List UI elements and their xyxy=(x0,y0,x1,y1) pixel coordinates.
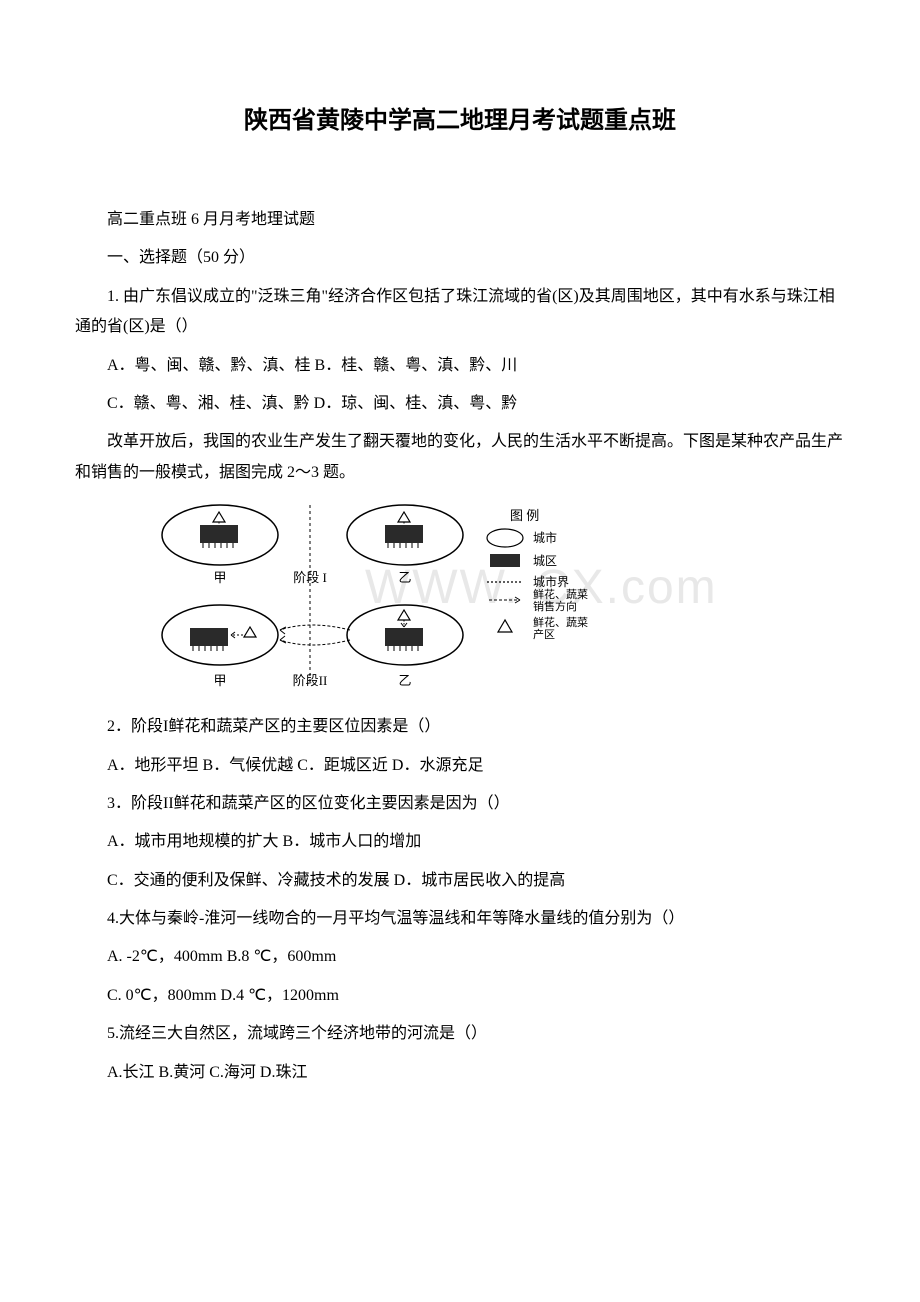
question-5-options: A.长江 B.黄河 C.海河 D.珠江 xyxy=(75,1058,845,1088)
question-2: 2．阶段I鲜花和蔬菜产区的主要区位因素是（） xyxy=(75,712,845,742)
question-3-options-ab: A．城市用地规模的扩大 B．城市人口的增加 xyxy=(75,827,845,857)
question-5: 5.流经三大自然区，流域跨三个经济地带的河流是（） xyxy=(75,1019,845,1049)
legend-border: 城市界 xyxy=(533,574,569,589)
question-4-options-ab: A. -2℃，400mm B.8 ℃，600mm xyxy=(75,942,845,972)
label-stage2: 阶段II xyxy=(293,673,328,688)
legend-sales-1: 鲜花、蔬菜 xyxy=(533,587,588,601)
question-3-options-cd: C．交通的便利及保鲜、冷藏技术的发展 D．城市居民收入的提高 xyxy=(75,866,845,896)
legend-title: 图 例 xyxy=(510,508,539,523)
question-4: 4.大体与秦岭-淮河一线吻合的一月平均气温等温线和年等降水量线的值分别为（） xyxy=(75,904,845,934)
label-jia-top: 甲 xyxy=(213,570,226,585)
question-1: 1. 由广东倡议成立的"泛珠三角"经济合作区包括了珠江流域的省(区)及其周围地区… xyxy=(75,282,845,343)
question-2-options: A．地形平坦 B．气候优越 C．距城区近 D．水源充足 xyxy=(75,751,845,781)
question-4-options-cd: C. 0℃，800mm D.4 ℃，1200mm xyxy=(75,981,845,1011)
question-1-options-ab: A．粤、闽、赣、黔、滇、桂 B．桂、赣、粤、滇、黔、川 xyxy=(75,351,845,381)
label-yi-bottom: 乙 xyxy=(398,673,411,688)
question-1-options-cd: C．赣、粤、湘、桂、滇、黔 D．琼、闽、桂、滇、粤、黔 xyxy=(75,389,845,419)
question-2-intro: 改革开放后，我国的农业生产发生了翻天覆地的变化，人民的生活水平不断提高。下图是某… xyxy=(75,427,845,488)
page-title: 陕西省黄陵中学高二地理月考试题重点班 xyxy=(75,100,845,135)
section-heading: 一、选择题（50 分） xyxy=(75,243,845,273)
legend-city: 城市 xyxy=(533,530,557,545)
legend-sales-2: 销售方向 xyxy=(533,599,577,613)
label-jia-bottom: 甲 xyxy=(213,673,226,688)
diagram-figure: WWW. CX.com 甲 乙 阶段 I xyxy=(155,500,845,700)
label-yi-top: 乙 xyxy=(398,570,411,585)
subtitle: 高二重点班 6 月月考地理试题 xyxy=(75,205,845,235)
flow-diagram: 甲 乙 阶段 I 甲 xyxy=(155,500,655,695)
legend-district: 城区 xyxy=(533,554,557,568)
legend-area-2: 产区 xyxy=(533,627,555,641)
legend-area-1: 鲜花、蔬菜 xyxy=(533,615,588,629)
question-3: 3．阶段II鲜花和蔬菜产区的区位变化主要因素是因为（） xyxy=(75,789,845,819)
